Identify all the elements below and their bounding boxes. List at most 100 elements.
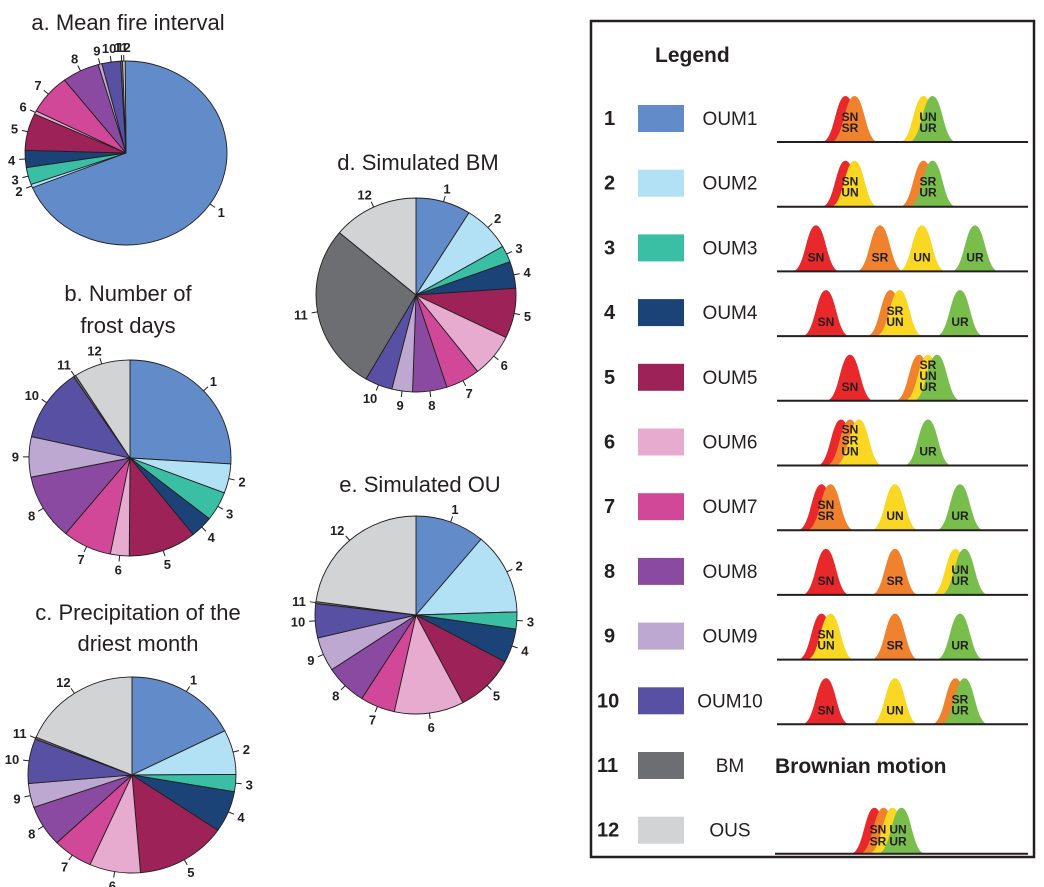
peak-sn [792,225,840,272]
legend-swatch [638,816,684,844]
peak-label: SR [887,639,904,653]
pie-slice-label: 4 [8,153,16,168]
pie-leader-line [24,795,31,798]
pie-slice-label: 4 [524,265,532,280]
pie-leader-line [428,713,431,720]
peak-label: SN [870,823,887,837]
pie-title: frost days [80,313,175,338]
pie-leader-line [217,505,224,510]
pie-slice-5 [131,774,219,874]
legend-model-name: OUM9 [703,627,758,648]
peak-label: SN [842,110,859,124]
peak-ur [904,419,952,466]
pie-leader-line [162,550,166,557]
legend-row-number: 4 [604,302,616,324]
pie-slice-label: 10 [363,391,377,406]
pie-slice-label: 11 [294,307,308,322]
pie-slice-label: 10 [25,388,39,403]
pie-slice-label: 10 [291,615,305,630]
pie-slice-label: 7 [77,552,84,567]
legend-model-name: OUS [709,821,750,842]
pie-leader-line [21,129,28,133]
pie-leader-line [506,568,513,573]
pie-slice-label: 6 [109,878,116,887]
peak-un [830,160,879,207]
pie-slice-label: 11 [57,357,71,372]
peak-label: UN [886,703,903,717]
legend-swatch [638,687,684,715]
legend-swatch [638,234,684,262]
peak-label: SR [870,835,887,849]
pie-leader-line [186,686,191,692]
pie-slice-label: 11 [114,40,128,55]
peak-ur [877,807,926,854]
legend-model-name: OUM1 [703,109,758,130]
pie-slice-label: 9 [93,44,100,59]
peak-label: UR [951,703,969,717]
pie-slice-label: 8 [71,51,78,66]
legend-model-name: OUM10 [697,691,762,712]
peak-label: SR [887,304,904,318]
pie-leader-line [37,507,44,512]
pie-slice-label: 1 [218,205,225,220]
legend-model-name: OUM4 [703,303,758,324]
pie-slice-label: 11 [292,594,306,609]
legend-swatch [638,105,684,132]
peak-label: SN [818,315,835,329]
pie-slices [315,197,517,393]
pie-slice-label: 9 [307,653,314,668]
peak-label: UR [966,250,984,264]
peak-label: UN [886,509,903,523]
pie-leader-line [493,355,499,361]
peak-label: UN [951,563,968,577]
legend-swatch [638,299,684,327]
pie-slice-label: 1 [451,502,458,517]
pie-leader-line [429,390,432,398]
legend-row-number: 9 [604,626,615,648]
peak-label: SR [842,121,859,135]
legend-model-name: OUM7 [703,497,758,518]
pie-leader-line [43,89,49,95]
peak-label: UR [889,835,907,849]
pie-leader-line [25,185,32,189]
pie-slice-label: 7 [34,78,41,93]
pie-slice-10 [30,376,132,459]
pie-leader-line [113,871,116,878]
peak-sn [802,678,850,725]
pie-slice-label: 8 [428,398,435,413]
pie-leader-line [228,811,235,815]
pie-leader-line [22,175,29,179]
pie-slice-label: 5 [493,688,500,703]
peak-ur [951,225,999,272]
pie-leader-line [462,380,467,387]
pie-leader-line [450,516,454,523]
pie-slice-label: 8 [332,689,339,704]
legend-row-number: 6 [604,432,615,454]
peak-label: UN [841,445,858,459]
pie-slices [314,515,518,715]
legend-row-number: 2 [604,173,615,195]
peak-label: UR [919,121,937,135]
pie-slice-label: 7 [466,386,473,401]
peak-label: UR [919,445,937,459]
legend-row-number: 11 [597,755,618,777]
pie-slice-label: 3 [527,614,534,629]
pie-leader-line [83,546,88,553]
pie-slice-label: 1 [443,181,450,196]
peak-label: UN [889,823,906,837]
pie-slice-1 [415,515,482,617]
pie-slice-label: 7 [369,712,376,727]
peak-sr [830,96,879,142]
peak-ur [940,548,989,595]
